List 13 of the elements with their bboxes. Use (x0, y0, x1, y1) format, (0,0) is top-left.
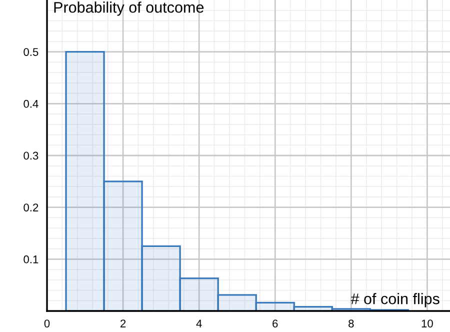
y-tick-label: 0.2 (24, 204, 38, 212)
y-tick-label: 0.1 (24, 255, 38, 264)
y-tick-label: 0.4 (24, 100, 38, 108)
y-axis-title: Probability of outcome (54, 2, 204, 16)
x-tick-label: 0 (44, 320, 50, 328)
x-tick-label: 6 (272, 320, 278, 328)
x-tick-label: 8 (348, 320, 354, 328)
x-axis-title: # of coin flips (350, 293, 440, 308)
y-tick-label: 0.5 (24, 48, 38, 56)
x-tick-label: 10 (422, 320, 433, 328)
x-tick-label: 2 (120, 320, 126, 328)
x-tick-label: 4 (196, 320, 202, 328)
y-tick-label: 0.3 (24, 152, 38, 160)
